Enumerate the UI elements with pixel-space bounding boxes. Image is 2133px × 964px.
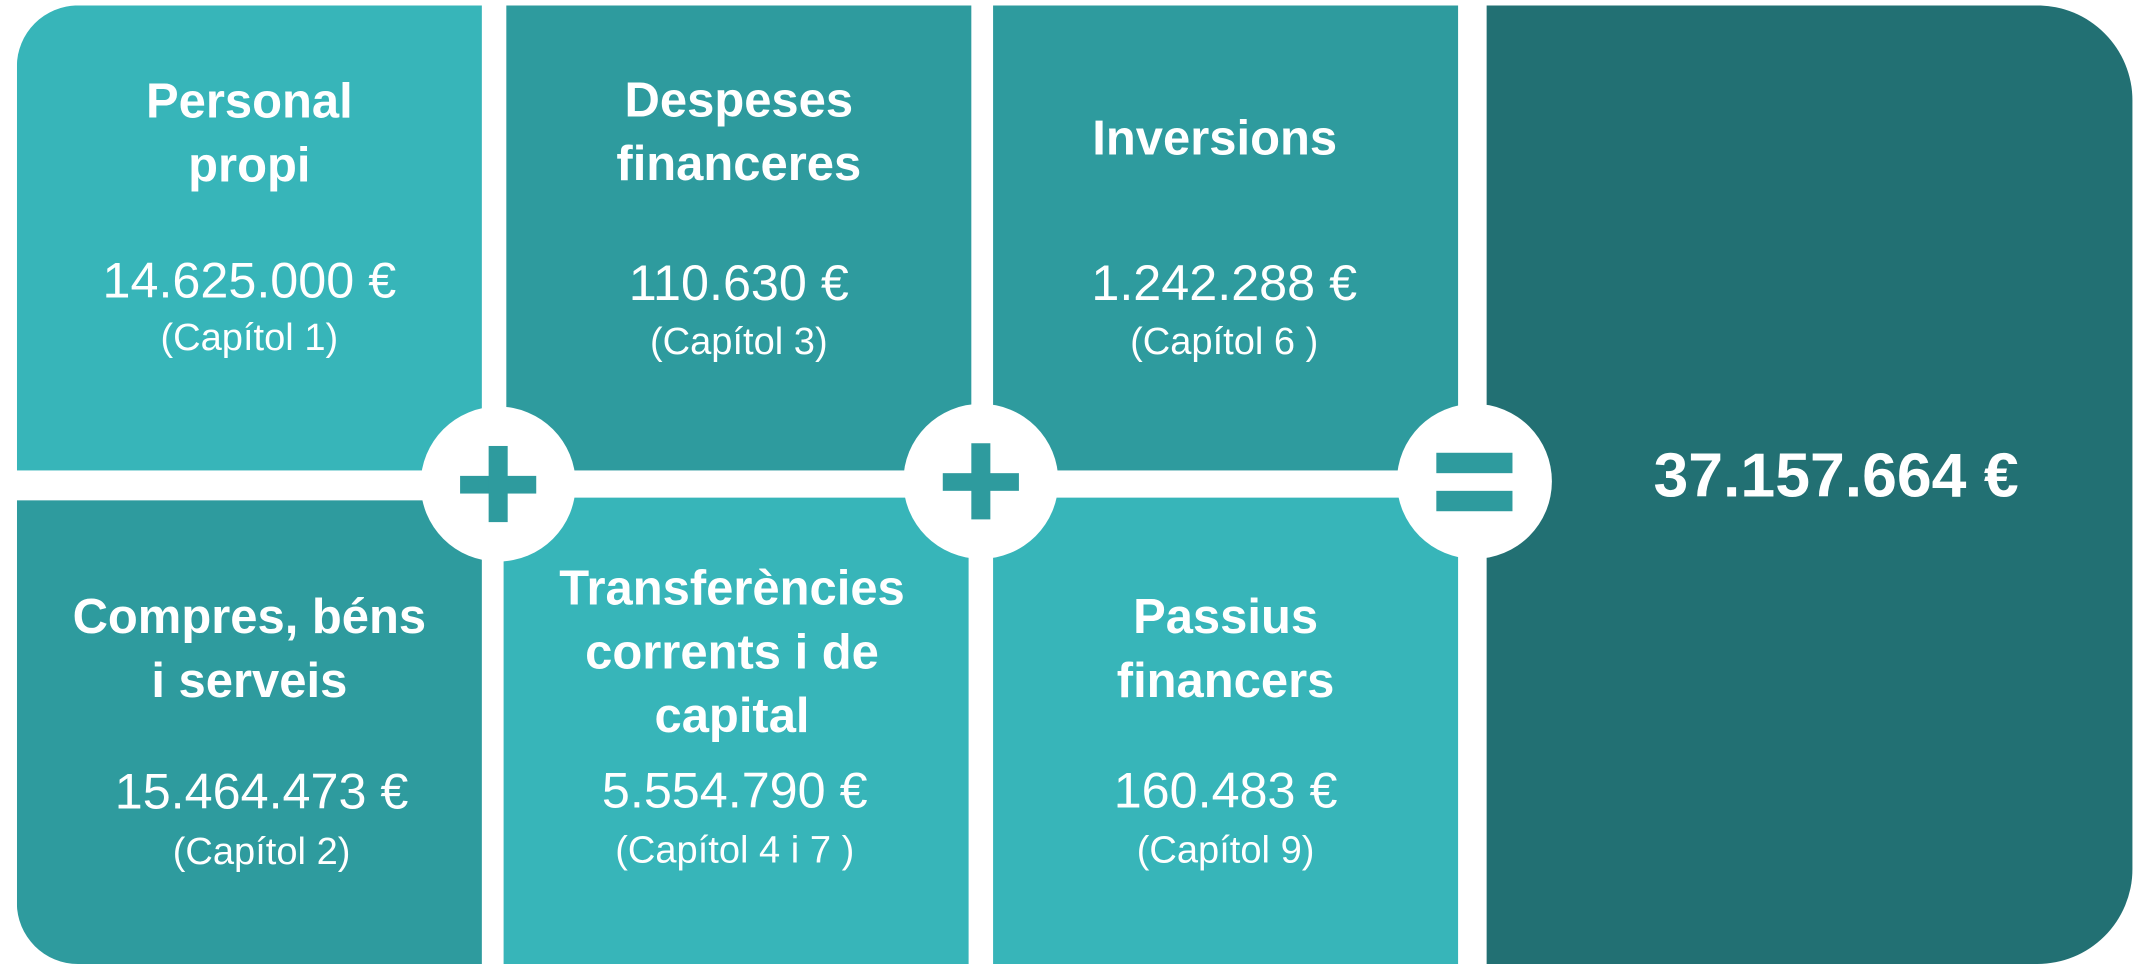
tile [16, 5, 482, 471]
tile-title: Transferències [559, 561, 904, 615]
tile-title: Inversions [1092, 111, 1337, 165]
tile-chapter: (Capítol 9) [1137, 830, 1315, 872]
plus-2 [903, 403, 1059, 559]
tile-title: financers [1117, 654, 1335, 708]
tile-amount: 5.554.790 € [602, 761, 868, 818]
total: 37.157.664 € [1654, 440, 2019, 510]
total-tile [1486, 5, 2133, 964]
tile [993, 5, 1459, 471]
tile-title: corrents i de [585, 625, 879, 679]
tile-chapter: (Capítol 6 ) [1130, 321, 1318, 363]
tile-amount: 15.464.473 € [115, 763, 409, 820]
tile [503, 497, 969, 964]
tile-chapter: (Capítol 1) [160, 317, 338, 359]
tile-amount: 14.625.000 € [102, 251, 396, 308]
tile [993, 497, 1459, 964]
tile-chapter: (Capítol 4 i 7 ) [615, 830, 854, 872]
tile-title: Despeses [625, 73, 854, 127]
tile-amount: 110.630 € [629, 254, 849, 311]
tile-amount: 160.483 € [1114, 761, 1338, 818]
tiles [16, 5, 2133, 964]
tile-chapter: (Capítol 3) [650, 321, 828, 363]
tile-title: i serveis [151, 654, 347, 708]
tile-title: Compres, béns [73, 590, 427, 644]
tile-amount: 1.242.288 € [1091, 254, 1357, 311]
tile-title: financeres [616, 137, 861, 191]
tile [16, 500, 482, 964]
tile-chapter: (Capítol 2) [173, 831, 351, 873]
tile-title: Passius [1133, 590, 1318, 644]
tile-title: propi [188, 139, 310, 193]
equals [1396, 403, 1552, 559]
tile-title: Personal [146, 75, 353, 129]
plus-1 [420, 406, 576, 562]
tile [506, 5, 972, 471]
tile-title: capital [654, 689, 809, 743]
